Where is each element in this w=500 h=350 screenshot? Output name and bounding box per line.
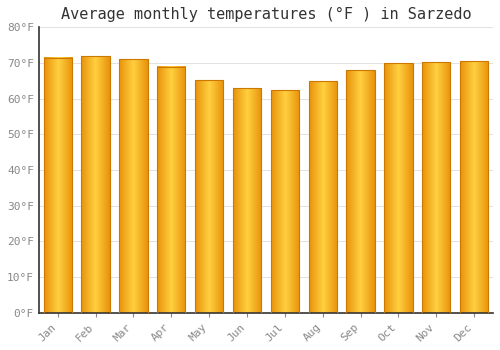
Bar [44,58,72,313]
Bar [119,59,148,313]
Bar [195,80,224,313]
Bar [308,81,337,313]
Bar [346,70,375,313]
Bar [460,61,488,313]
Bar [422,62,450,313]
Bar [82,56,110,313]
Title: Average monthly temperatures (°F ) in Sarzedo: Average monthly temperatures (°F ) in Sa… [60,7,471,22]
Bar [384,63,412,313]
Bar [270,90,299,313]
Bar [233,88,261,313]
Bar [157,66,186,313]
